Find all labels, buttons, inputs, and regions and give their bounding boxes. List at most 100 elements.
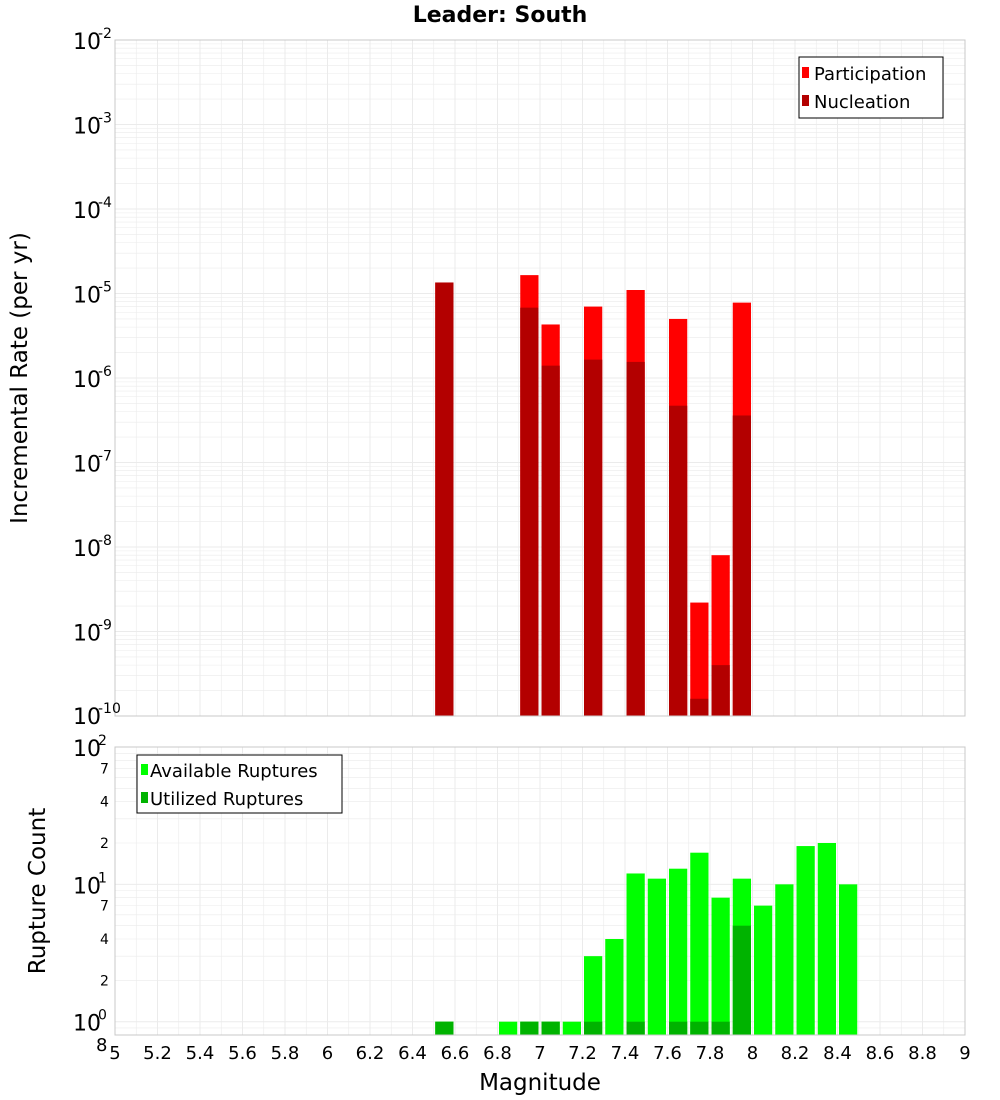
rate-y-tick-exponent: -4 — [98, 195, 112, 211]
count-y-axis-label: Rupture Count — [25, 808, 51, 974]
rate-bars — [435, 275, 751, 716]
count-bars — [435, 843, 858, 1035]
rate-y-tick-exponent: -10 — [98, 701, 121, 717]
count-bar-available-ruptures[interactable] — [839, 884, 858, 1035]
rate-y-tick-label: 10 — [73, 199, 101, 224]
count-y-tick-exponent: 2 — [98, 733, 107, 749]
count-bar-utilized-ruptures[interactable] — [584, 1021, 603, 1035]
x-tick-label: 8.6 — [866, 1043, 895, 1064]
rate-y-tick-exponent: -6 — [98, 364, 112, 380]
x-tick-label: 5.6 — [228, 1043, 257, 1064]
rate-bar-nucleation[interactable] — [669, 405, 688, 716]
count-bar-available-ruptures[interactable] — [711, 897, 730, 1035]
rate-y-tick-exponent: -9 — [98, 618, 112, 634]
rate-gridlines — [114, 40, 966, 717]
x-tick-label: 6.6 — [441, 1043, 470, 1064]
rate-bar-nucleation[interactable] — [711, 665, 730, 716]
x-tick-label: 7.4 — [611, 1043, 640, 1064]
rate-y-tick-label: 10 — [73, 622, 101, 647]
count-bar-available-ruptures[interactable] — [690, 852, 709, 1035]
count-plot-frame — [114, 746, 966, 1036]
rate-bar-nucleation[interactable] — [541, 365, 560, 716]
count-y-tick-label: 2 — [100, 836, 109, 852]
chart-title: Leader: South — [413, 3, 588, 28]
rate-y-tick-exponent: -8 — [98, 533, 112, 549]
count-bar-utilized-ruptures[interactable] — [435, 1021, 454, 1035]
x-tick-label: 8 — [747, 1043, 758, 1064]
count-bar-utilized-ruptures[interactable] — [711, 1021, 730, 1035]
x-tick-label: 6.4 — [398, 1043, 427, 1064]
rate-y-tick-exponent: -7 — [98, 449, 112, 465]
legend-nucleation: Nucleation — [814, 92, 910, 113]
count-bar-available-ruptures[interactable] — [669, 868, 688, 1035]
rate-bar-nucleation[interactable] — [584, 359, 603, 716]
rate-y-tick-exponent: -2 — [98, 26, 112, 42]
x-tick-label: 5.4 — [186, 1043, 215, 1064]
count-bar-available-ruptures[interactable] — [647, 878, 666, 1035]
x-tick-label: 5 — [109, 1043, 120, 1064]
x-tick-label: 7.6 — [653, 1043, 682, 1064]
count-y-tick-label: 7 — [100, 761, 109, 777]
count-bar-available-ruptures[interactable] — [754, 905, 773, 1035]
x-tick-label: 5.2 — [143, 1043, 172, 1064]
count-bar-available-ruptures[interactable] — [605, 939, 624, 1035]
count-y-tick-label: 8 — [96, 1035, 107, 1056]
legend-participation: Participation — [814, 64, 926, 85]
count-bar-available-ruptures[interactable] — [817, 843, 836, 1035]
rate-y-tick-label: 10 — [73, 537, 101, 562]
nucleation-swatch — [802, 95, 809, 106]
x-tick-label: 5.8 — [271, 1043, 300, 1064]
count-y-tick-label: 4 — [100, 932, 109, 948]
rate-y-tick-exponent: -5 — [98, 280, 112, 296]
count-legend[interactable]: Available Ruptures Utilized Ruptures — [136, 754, 343, 814]
count-y-tick-label: 10 — [73, 1012, 101, 1037]
x-tick-label: 7 — [534, 1043, 545, 1064]
count-bar-available-ruptures[interactable] — [775, 884, 794, 1035]
count-y-tick-label: 2 — [100, 973, 109, 989]
x-tick-label: 8.4 — [823, 1043, 852, 1064]
rate-y-tick-label: 10 — [73, 453, 101, 478]
count-bar-utilized-ruptures[interactable] — [541, 1021, 560, 1035]
x-tick-label: 9 — [959, 1043, 970, 1064]
rate-y-tick-label: 10 — [73, 115, 101, 140]
count-bar-utilized-ruptures[interactable] — [626, 1021, 645, 1035]
x-tick-label: 7.8 — [696, 1043, 725, 1064]
count-y-tick-label: 10 — [73, 737, 101, 762]
count-y-tick-label: 7 — [100, 899, 109, 915]
legend-available-ruptures: Available Ruptures — [150, 761, 318, 782]
rate-bar-nucleation[interactable] — [732, 415, 751, 716]
x-axis-ticks: 5 5.2 5.4 5.6 5.8 6 6.2 6.4 6.6 6.8 7 7.2 7.4 7.6 7.8 8… — [109, 1043, 970, 1064]
count-bar-utilized-ruptures[interactable] — [732, 925, 751, 1035]
count-bar-available-ruptures[interactable] — [584, 956, 603, 1035]
rate-y-tick-label: 10 — [73, 284, 101, 309]
count-bar-available-ruptures[interactable] — [626, 873, 645, 1035]
count-y-tick-exponent: 0 — [98, 1008, 107, 1024]
rate-y-tick-exponent: -3 — [98, 111, 112, 127]
count-bar-available-ruptures[interactable] — [499, 1021, 518, 1035]
x-tick-label: 8.8 — [908, 1043, 937, 1064]
rate-bar-nucleation[interactable] — [520, 307, 539, 716]
legend-box — [136, 754, 343, 814]
rate-legend[interactable]: Participation Nucleation — [798, 56, 944, 119]
legend-box — [798, 56, 944, 119]
rate-bar-nucleation[interactable] — [626, 361, 645, 716]
available-swatch — [141, 764, 148, 775]
participation-swatch — [802, 67, 809, 78]
x-tick-label: 6 — [322, 1043, 333, 1064]
count-bar-available-ruptures[interactable] — [796, 846, 815, 1035]
rate-y-tick-label: 10 — [73, 30, 101, 55]
rate-bar-nucleation[interactable] — [435, 282, 454, 716]
rate-plot-frame — [114, 39, 966, 717]
x-tick-label: 8.2 — [781, 1043, 810, 1064]
count-bar-utilized-ruptures[interactable] — [520, 1021, 539, 1035]
utilized-swatch — [141, 792, 148, 803]
count-bar-utilized-ruptures[interactable] — [669, 1021, 688, 1035]
count-bar-available-ruptures[interactable] — [562, 1021, 581, 1035]
count-bar-utilized-ruptures[interactable] — [690, 1021, 709, 1035]
rate-bar-participation[interactable] — [690, 602, 709, 716]
rate-bar-nucleation[interactable] — [690, 698, 709, 716]
